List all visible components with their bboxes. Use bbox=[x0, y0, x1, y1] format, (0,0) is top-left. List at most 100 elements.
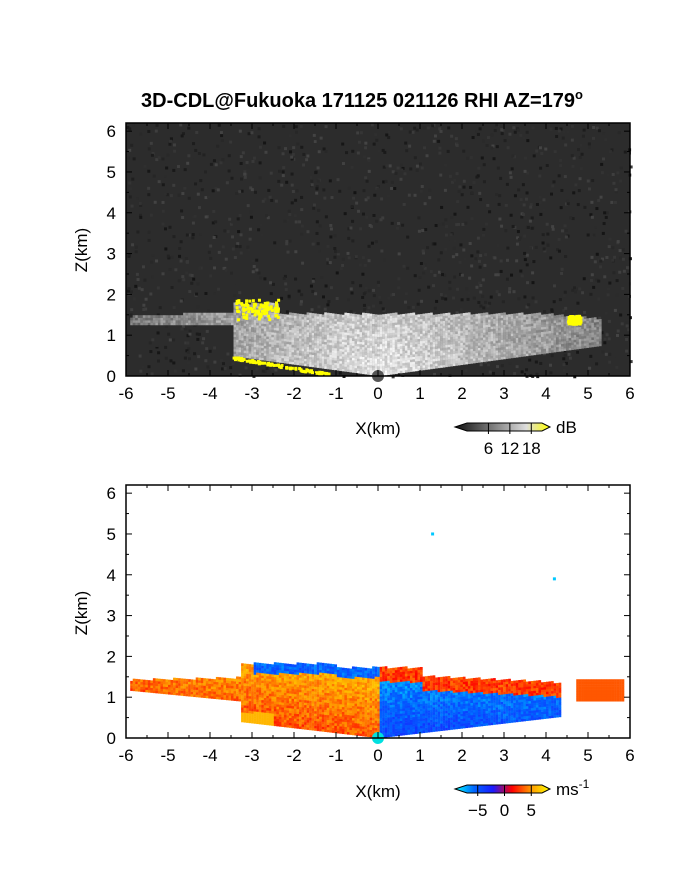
echo-pixel bbox=[304, 319, 307, 323]
echo-pixel bbox=[470, 351, 474, 354]
echo-pixel bbox=[425, 313, 428, 316]
echo-pixel bbox=[251, 348, 254, 352]
noise-pixel bbox=[187, 154, 191, 158]
echo-pixel bbox=[147, 320, 151, 323]
echo-pixel bbox=[440, 362, 443, 366]
echo-pixel bbox=[513, 330, 516, 334]
x-tick-label: 4 bbox=[541, 384, 550, 403]
echo-pixel bbox=[528, 326, 532, 329]
echo-pixel bbox=[508, 328, 511, 332]
echo-pixel bbox=[306, 354, 310, 357]
noise-pixel bbox=[463, 257, 467, 261]
noise-pixel bbox=[377, 149, 381, 153]
noise-pixel bbox=[599, 195, 603, 199]
noise-pixel bbox=[481, 278, 485, 282]
echo-pixel bbox=[588, 344, 592, 348]
echo-pixel bbox=[258, 323, 262, 326]
echo-pixel bbox=[515, 315, 519, 319]
noise-pixel bbox=[495, 193, 499, 197]
echo-pixel bbox=[281, 323, 285, 327]
echo-pixel bbox=[311, 313, 315, 316]
echo-pixel bbox=[304, 358, 307, 362]
echo-pixel bbox=[384, 357, 388, 361]
echo-pixel bbox=[503, 344, 506, 347]
echo-pixel bbox=[137, 320, 141, 323]
echo-pixel bbox=[316, 355, 320, 359]
echo-pixel bbox=[437, 345, 441, 349]
echo-pixel bbox=[369, 325, 373, 329]
echo-pixel bbox=[485, 327, 489, 330]
noise-pixel bbox=[298, 220, 302, 224]
echo-pixel bbox=[442, 335, 446, 339]
echo-pixel bbox=[412, 315, 416, 318]
noise-pixel bbox=[440, 270, 444, 274]
echo-pixel bbox=[387, 340, 390, 344]
echo-pixel bbox=[168, 317, 171, 321]
noise-pixel bbox=[284, 288, 288, 292]
echo-pixel bbox=[321, 358, 325, 362]
echo-pixel bbox=[571, 330, 574, 333]
noise-pixel bbox=[380, 249, 384, 253]
noise-pixel bbox=[368, 223, 372, 227]
echo-pixel bbox=[334, 343, 338, 346]
noise-pixel bbox=[137, 286, 141, 290]
noise-pixel bbox=[312, 206, 316, 210]
echo-pixel bbox=[578, 329, 582, 332]
echo-pixel bbox=[364, 325, 368, 328]
echo-pixel bbox=[525, 341, 529, 344]
echo-pixel bbox=[309, 320, 312, 323]
echo-pixel bbox=[404, 340, 408, 344]
echo-pixel bbox=[455, 316, 458, 320]
noise-pixel bbox=[488, 370, 492, 374]
echo-pixel bbox=[329, 317, 332, 321]
strong-echo-pixel bbox=[302, 370, 306, 374]
echo-pixel bbox=[299, 362, 302, 366]
echo-pixel bbox=[452, 358, 456, 362]
noise-pixel bbox=[231, 247, 235, 251]
noise-pixel bbox=[437, 223, 441, 227]
echo-pixel bbox=[440, 318, 443, 322]
echo-pixel bbox=[420, 340, 423, 344]
echo-pixel bbox=[243, 323, 247, 327]
noise-pixel bbox=[513, 226, 517, 230]
noise-pixel bbox=[329, 223, 333, 227]
echo-pixel bbox=[392, 332, 395, 336]
noise-pixel bbox=[606, 287, 610, 291]
echo-pixel bbox=[291, 327, 295, 331]
echo-pixel bbox=[493, 357, 496, 361]
echo-pixel bbox=[447, 329, 451, 333]
echo-pixel bbox=[188, 312, 191, 316]
noise-pixel bbox=[168, 142, 172, 146]
echo-pixel bbox=[294, 359, 297, 363]
noise-pixel bbox=[478, 191, 482, 195]
echo-pixel bbox=[518, 327, 521, 331]
noise-pixel bbox=[419, 262, 423, 266]
echo-pixel bbox=[465, 334, 469, 338]
echo-pixel bbox=[480, 332, 484, 336]
echo-pixel bbox=[470, 329, 474, 332]
echo-pixel bbox=[465, 337, 469, 340]
noise-pixel bbox=[353, 311, 357, 315]
echo-pixel bbox=[306, 312, 310, 316]
echo-pixel bbox=[351, 321, 355, 324]
echo-pixel bbox=[299, 360, 302, 364]
echo-pixel bbox=[268, 348, 272, 352]
echo-pixel bbox=[573, 337, 577, 340]
noise-pixel bbox=[627, 282, 631, 286]
echo-pixel bbox=[283, 336, 287, 339]
noise-pixel bbox=[546, 232, 550, 236]
noise-pixel bbox=[231, 362, 235, 366]
noise-pixel bbox=[326, 244, 330, 248]
echo-pixel bbox=[553, 344, 557, 348]
echo-pixel bbox=[462, 362, 466, 365]
echo-pixel bbox=[369, 320, 373, 324]
echo-pixel bbox=[369, 335, 373, 339]
echo-pixel bbox=[389, 364, 393, 368]
echo-pixel bbox=[367, 364, 370, 368]
echo-pixel bbox=[329, 332, 332, 336]
noise-pixel bbox=[259, 276, 263, 280]
echo-pixel bbox=[256, 354, 259, 358]
noise-pixel bbox=[170, 255, 174, 259]
echo-pixel bbox=[188, 317, 191, 321]
echo-pixel bbox=[435, 365, 438, 369]
